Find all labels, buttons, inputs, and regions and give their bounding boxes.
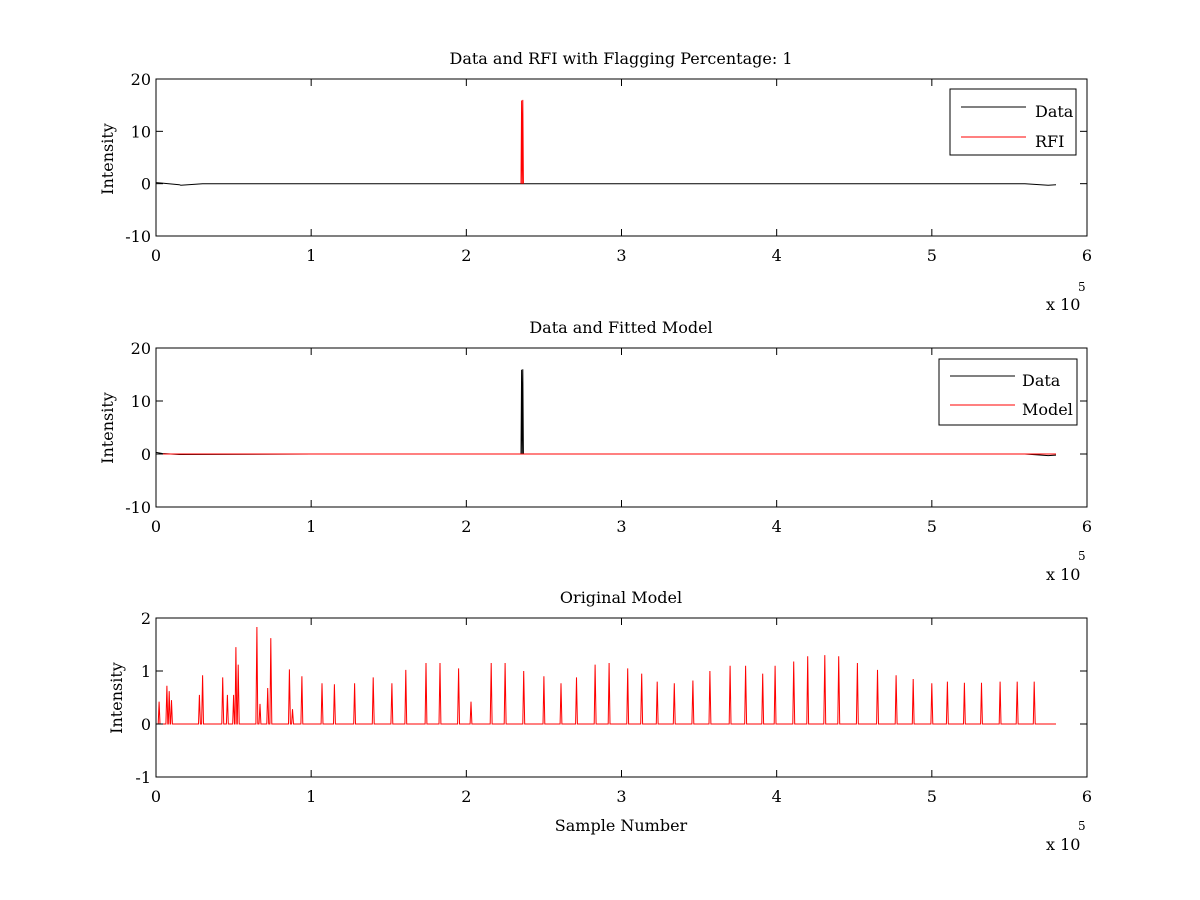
x-tick-label: 3 — [616, 246, 626, 265]
x-tick-label: 2 — [461, 787, 471, 806]
y-tick-label: 10 — [131, 122, 151, 141]
y-tick-label: 0 — [141, 175, 151, 194]
x-tick-label: 3 — [616, 517, 626, 536]
x-tick-label: 0 — [151, 787, 161, 806]
x-exponent-power: 5 — [1078, 549, 1086, 563]
legend-label-rfi: RFI — [1035, 132, 1064, 151]
x-tick-label: 4 — [772, 246, 782, 265]
y-tick-label: -1 — [135, 768, 151, 787]
legend-label-data: Data — [1035, 102, 1074, 121]
y-axis-label: Intensity — [98, 123, 117, 195]
x-exponent-power: 5 — [1078, 819, 1086, 833]
legend-box — [938, 358, 1078, 426]
x-tick-label: 6 — [1082, 246, 1092, 265]
y-tick-label: -10 — [125, 498, 151, 517]
y-tick-label: 0 — [141, 715, 151, 734]
x-tick-label: 2 — [461, 246, 471, 265]
x-tick-label: 1 — [306, 246, 316, 265]
subplot-original-model: Original Model Intensity Sample Number x… — [107, 588, 1092, 854]
x-tick-label: 0 — [151, 246, 161, 265]
legend-label-data: Data — [1022, 371, 1061, 390]
subplot-title: Data and RFI with Flagging Percentage: 1 — [449, 49, 792, 68]
x-tick-label: 1 — [306, 787, 316, 806]
y-axis-label: Intensity — [98, 392, 117, 464]
y-tick-label: 10 — [131, 392, 151, 411]
x-tick-label: 6 — [1082, 517, 1092, 536]
legend-label-model: Model — [1022, 400, 1073, 419]
x-axis-label: Sample Number — [555, 816, 688, 835]
series-line-data — [155, 182, 1057, 186]
x-exponent-label: x 10 — [1046, 295, 1080, 314]
y-tick-label: -10 — [125, 227, 151, 246]
x-exponent-label: x 10 — [1046, 835, 1080, 854]
subplot-title: Original Model — [560, 588, 682, 607]
x-tick-label: 3 — [616, 787, 626, 806]
x-tick-label: 1 — [306, 517, 316, 536]
y-tick-label: 0 — [141, 445, 151, 464]
x-exponent-label: x 10 — [1046, 565, 1080, 584]
x-exponent-power: 5 — [1078, 280, 1086, 294]
subplot-fitted-model: Data and Fitted Model Intensity x 10 5 0… — [98, 318, 1092, 584]
x-tick-label: 2 — [461, 517, 471, 536]
subplot-rfi: Data and RFI with Flagging Percentage: 1… — [98, 49, 1092, 314]
series-line-rfi — [520, 99, 524, 184]
series-line-0 — [156, 626, 1056, 725]
x-tick-label: 5 — [927, 246, 937, 265]
y-tick-label: 2 — [141, 609, 151, 628]
x-tick-label: 5 — [927, 517, 937, 536]
x-tick-label: 4 — [772, 787, 782, 806]
x-tick-label: 5 — [927, 787, 937, 806]
subplot-title: Data and Fitted Model — [529, 318, 712, 337]
y-tick-label: 20 — [131, 339, 151, 358]
y-axis-label: Intensity — [107, 662, 126, 734]
x-tick-label: 0 — [151, 517, 161, 536]
y-tick-label: 20 — [131, 70, 151, 89]
x-tick-label: 6 — [1082, 787, 1092, 806]
x-tick-label: 4 — [772, 517, 782, 536]
y-tick-label: 1 — [141, 662, 151, 681]
legend: Data Model — [938, 358, 1078, 426]
legend-box — [949, 88, 1077, 156]
legend: Data RFI — [949, 88, 1077, 156]
